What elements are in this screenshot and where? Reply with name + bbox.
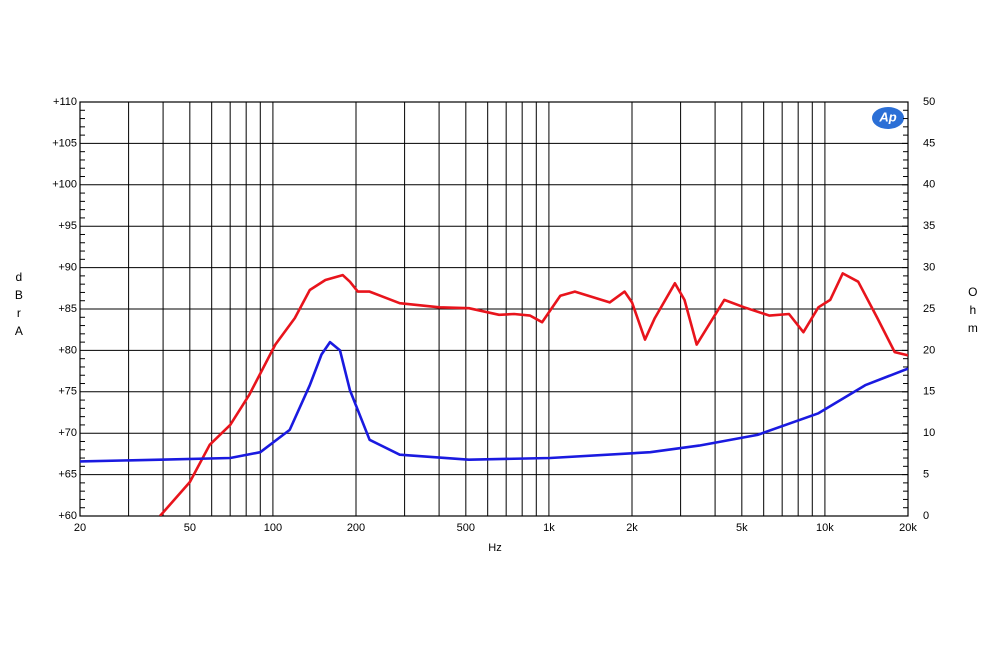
x-tick-label: 200	[347, 522, 365, 534]
y-tick-label: +100	[52, 179, 77, 191]
y2-tick-label: 15	[923, 386, 935, 398]
y2-tick-label: 50	[923, 96, 935, 108]
y2-axis-label: Ohm	[966, 285, 980, 339]
y2-tick-label: 40	[923, 179, 935, 191]
plot-frame	[79, 101, 909, 517]
data-line	[159, 272, 908, 516]
y-tick-label: +95	[58, 220, 77, 232]
y2-tick-label: 10	[923, 427, 935, 439]
x-tick-label: 20	[74, 522, 86, 534]
y-tick-label: +65	[58, 469, 77, 481]
x-tick-label: 5k	[736, 522, 748, 534]
x-axis-label: Hz	[488, 542, 501, 554]
x-tick-label: 50	[184, 522, 196, 534]
y-tick-label: +90	[58, 262, 77, 274]
y2-tick-label: 30	[923, 262, 935, 274]
data-line	[80, 340, 908, 463]
x-tick-label: 2k	[626, 522, 638, 534]
y2-tick-label: 35	[923, 220, 935, 232]
x-tick-label: 100	[264, 522, 282, 534]
y2-tick-label: 0	[923, 510, 929, 522]
y2-tick-label: 20	[923, 344, 935, 356]
logo-text: Ap	[878, 109, 896, 124]
x-tick-label: 500	[457, 522, 475, 534]
y-axis-label: dBrA	[12, 270, 26, 342]
y-tick-label: +70	[58, 427, 77, 439]
y-tick-label: +110	[53, 96, 77, 108]
y2-tick-label: 25	[923, 303, 935, 315]
y-tick-label: +80	[58, 344, 77, 356]
x-tick-label: 10k	[816, 522, 834, 534]
y2-tick-label: 5	[923, 469, 929, 481]
y-tick-label: +75	[58, 386, 77, 398]
y-tick-label: +105	[52, 137, 77, 149]
y-tick-label: +85	[58, 303, 77, 315]
x-tick-label: 20k	[899, 522, 917, 534]
x-tick-label: 1k	[543, 522, 555, 534]
y2-tick-label: 45	[923, 137, 935, 149]
logo: Ap	[872, 107, 904, 129]
y-tick-label: +60	[58, 510, 77, 522]
